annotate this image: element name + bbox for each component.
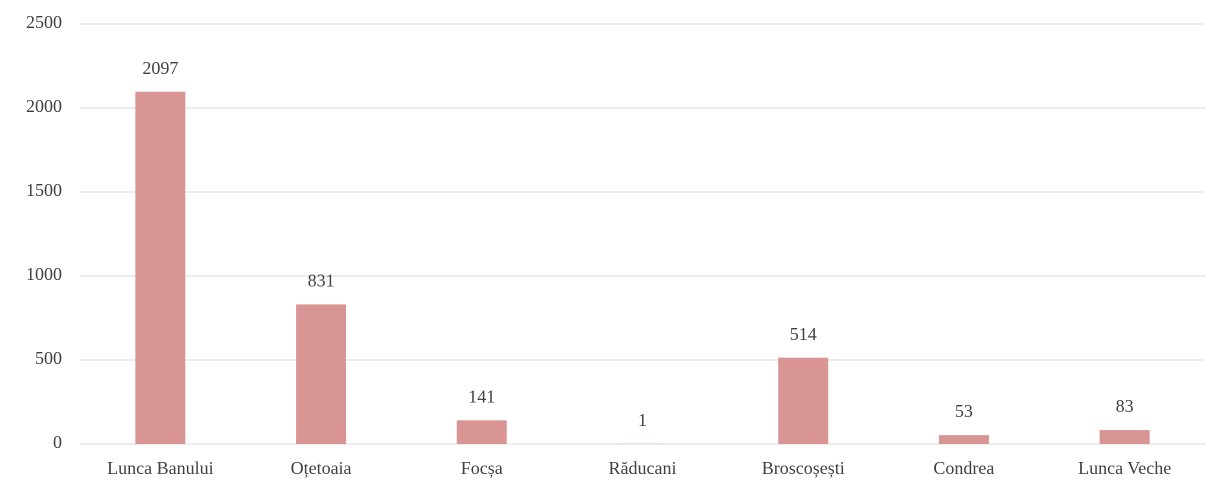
x-tick-label: Oțetoaia <box>291 458 352 478</box>
data-label: 2097 <box>142 58 178 78</box>
y-tick-label: 2000 <box>26 96 62 116</box>
y-tick-label: 1500 <box>26 180 62 200</box>
bar <box>296 304 347 444</box>
y-tick-label: 1000 <box>26 264 62 284</box>
data-label: 141 <box>468 386 495 406</box>
x-tick-label: Lunca Veche <box>1078 458 1171 478</box>
bar <box>456 420 507 444</box>
y-tick-label: 500 <box>35 348 62 368</box>
bar <box>135 91 186 444</box>
bar <box>778 357 829 444</box>
y-tick-label: 2500 <box>26 12 62 32</box>
data-label: 1 <box>638 410 647 430</box>
y-tick-label: 0 <box>53 432 62 452</box>
x-tick-label: Lunca Banului <box>107 458 213 478</box>
data-label: 53 <box>955 401 973 421</box>
data-label: 514 <box>790 324 817 344</box>
x-tick-label: Condrea <box>933 458 994 478</box>
bar <box>938 435 989 444</box>
x-tick-label: Răducani <box>609 458 677 478</box>
x-tick-label: Focșa <box>461 458 503 478</box>
bar <box>1099 430 1150 444</box>
data-label: 83 <box>1116 396 1134 416</box>
data-label: 831 <box>308 271 335 291</box>
x-tick-label: Broscoșești <box>762 458 845 478</box>
